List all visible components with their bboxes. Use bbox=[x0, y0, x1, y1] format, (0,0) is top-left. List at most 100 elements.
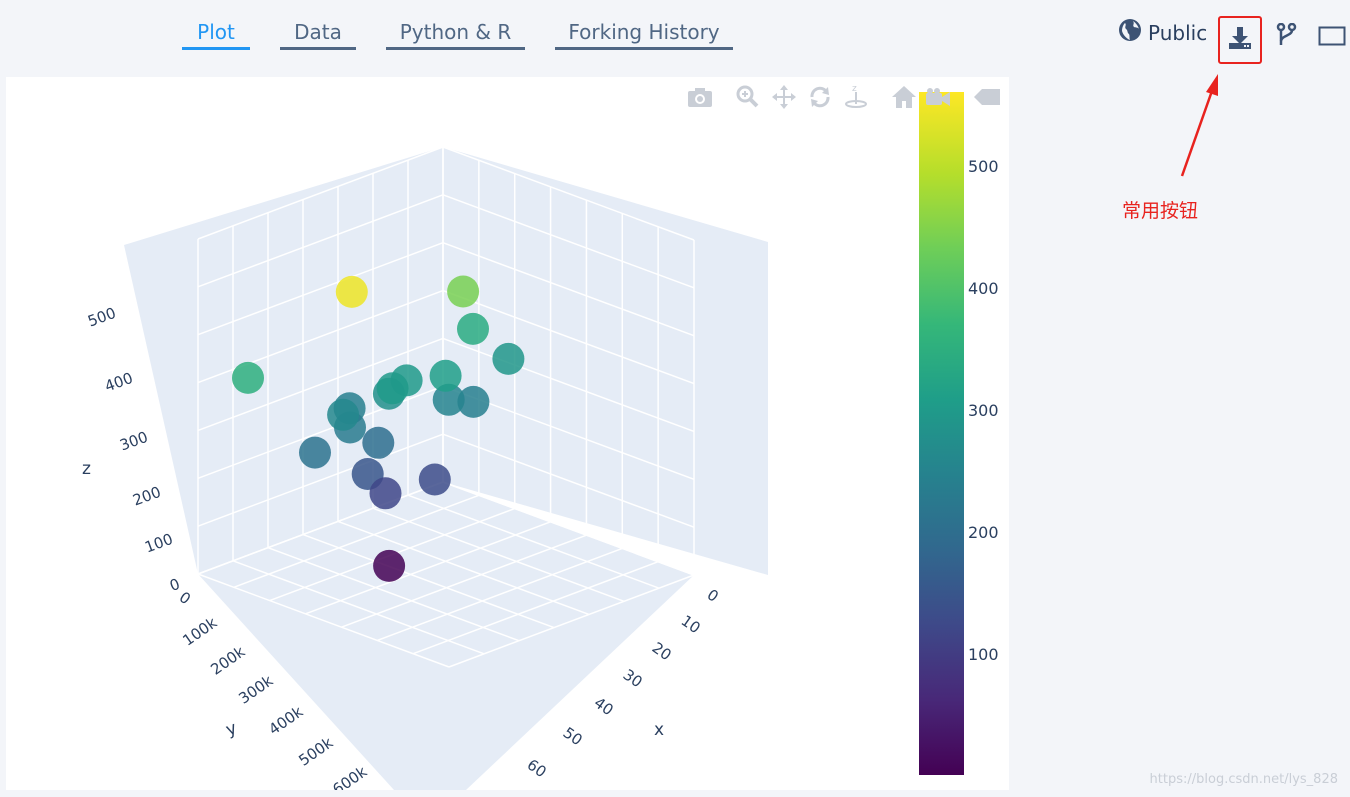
grid-line bbox=[372, 507, 625, 602]
y-tick-label: 300k bbox=[235, 671, 276, 707]
tab-python-r[interactable]: Python & R bbox=[386, 18, 525, 50]
grid-line bbox=[305, 521, 551, 615]
x-tick-label: 20 bbox=[649, 639, 675, 665]
data-point bbox=[373, 549, 406, 582]
floor-pane bbox=[198, 482, 694, 790]
z-tick-label: 0 bbox=[167, 575, 182, 595]
turntable-rotation-icon[interactable]: z bbox=[845, 84, 867, 108]
pan-icon[interactable] bbox=[772, 85, 796, 109]
grid-line bbox=[442, 481, 695, 576]
modebar: z bbox=[688, 84, 1000, 109]
x-tick-label: 40 bbox=[591, 694, 617, 720]
reset-camera-icon[interactable] bbox=[892, 86, 916, 108]
y-tick-label: 600k bbox=[329, 762, 370, 790]
data-point bbox=[429, 359, 462, 392]
data-point bbox=[492, 342, 525, 375]
grid-line bbox=[197, 146, 444, 240]
x-tick-label: 0 bbox=[704, 586, 722, 606]
visibility-status[interactable]: Public bbox=[1118, 18, 1207, 47]
colorbar-tick-label: 300 bbox=[968, 401, 999, 420]
grid-line bbox=[267, 547, 520, 642]
download-icon[interactable] bbox=[1222, 20, 1258, 56]
data-point bbox=[457, 312, 489, 345]
scatter3d-chart[interactable]: z y x 500 400 300 200 100 0 0 100k 200k … bbox=[6, 77, 1009, 790]
z-axis-title: z bbox=[82, 459, 91, 479]
annotation-highlight-box bbox=[1218, 16, 1262, 64]
data-point bbox=[432, 383, 465, 416]
grid-line bbox=[442, 194, 695, 289]
grid-line bbox=[407, 494, 660, 589]
grid-line bbox=[232, 560, 485, 655]
watermark-text: https://blog.csdn.net/lys_828 bbox=[1149, 772, 1338, 787]
colorbar-tick-label: 200 bbox=[968, 523, 999, 542]
tab-data[interactable]: Data bbox=[280, 18, 356, 50]
y-tick-label: 500k bbox=[295, 733, 336, 769]
x-tick-label: 30 bbox=[620, 666, 646, 692]
camera-icon[interactable] bbox=[688, 88, 712, 107]
hover-data-icon[interactable] bbox=[974, 89, 1000, 105]
x-axis-title: x bbox=[654, 720, 664, 740]
z-tick-label: 100 bbox=[142, 530, 175, 557]
data-point bbox=[457, 385, 490, 418]
y-tick-label: 100k bbox=[179, 613, 220, 649]
z-tick-label: 500 bbox=[85, 304, 118, 331]
colorbar-ticks: 500 400 300 200 100 bbox=[968, 157, 999, 664]
grid-line bbox=[233, 494, 480, 588]
colorbar-tick-label: 500 bbox=[968, 157, 999, 176]
data-point bbox=[232, 361, 264, 394]
data-point bbox=[299, 436, 331, 469]
colorbar-tick-label: 100 bbox=[968, 645, 999, 664]
orbit-rotation-icon[interactable] bbox=[810, 86, 830, 108]
x-tick-label: 50 bbox=[560, 724, 586, 750]
data-point bbox=[327, 398, 360, 431]
colorbar-tick-label: 400 bbox=[968, 279, 999, 298]
x-tick-label: 10 bbox=[678, 612, 704, 638]
data-point bbox=[376, 372, 409, 405]
y-axis-title: y bbox=[223, 718, 239, 740]
grid-line bbox=[197, 194, 444, 288]
z-tick-label: 200 bbox=[130, 483, 163, 510]
default-camera-icon[interactable] bbox=[926, 88, 950, 106]
grid-line bbox=[448, 574, 695, 668]
tab-plot[interactable]: Plot bbox=[182, 18, 250, 50]
grid-line bbox=[197, 242, 444, 336]
data-point bbox=[447, 275, 480, 308]
svg-text:z: z bbox=[852, 84, 857, 94]
plot-container[interactable]: z y x 500 400 300 200 100 0 0 100k 200k … bbox=[6, 77, 1009, 790]
grid-line bbox=[197, 481, 444, 575]
globe-icon bbox=[1118, 18, 1142, 47]
annotation-arrow bbox=[1180, 74, 1218, 177]
grid-line bbox=[442, 337, 695, 433]
fullscreen-icon[interactable] bbox=[1316, 24, 1348, 48]
grid-line bbox=[197, 573, 450, 668]
grid-line bbox=[442, 242, 695, 337]
back-right-pane bbox=[443, 147, 768, 575]
grid-line bbox=[337, 520, 590, 616]
grid-line bbox=[302, 533, 555, 629]
z-tick-label: 400 bbox=[102, 369, 135, 396]
data-point bbox=[418, 463, 451, 496]
data-point bbox=[369, 477, 402, 510]
grid-line bbox=[442, 433, 695, 528]
tab-forking-history[interactable]: Forking History bbox=[555, 18, 733, 50]
data-point bbox=[335, 275, 368, 308]
grid-line bbox=[442, 146, 695, 241]
zoom-icon[interactable] bbox=[736, 85, 759, 108]
grid-line bbox=[412, 561, 659, 655]
tab-bar: Plot Data Python & R Forking History bbox=[0, 0, 1350, 60]
annotation-label: 常用按钮 bbox=[1122, 200, 1199, 222]
data-point bbox=[362, 426, 395, 459]
data-points bbox=[232, 275, 525, 582]
grid-line bbox=[377, 547, 623, 642]
fork-icon[interactable] bbox=[1272, 20, 1302, 52]
z-tick-label: 300 bbox=[117, 428, 150, 455]
grid-line bbox=[197, 433, 444, 527]
y-tick-label: 400k bbox=[265, 702, 306, 738]
grid-line bbox=[442, 289, 695, 385]
public-label: Public bbox=[1148, 20, 1208, 45]
grid-line bbox=[341, 534, 587, 628]
y-tick-label: 200k bbox=[207, 642, 248, 678]
colorbar bbox=[919, 92, 964, 775]
x-tick-label: 60 bbox=[524, 756, 550, 782]
grid-line bbox=[197, 337, 444, 432]
